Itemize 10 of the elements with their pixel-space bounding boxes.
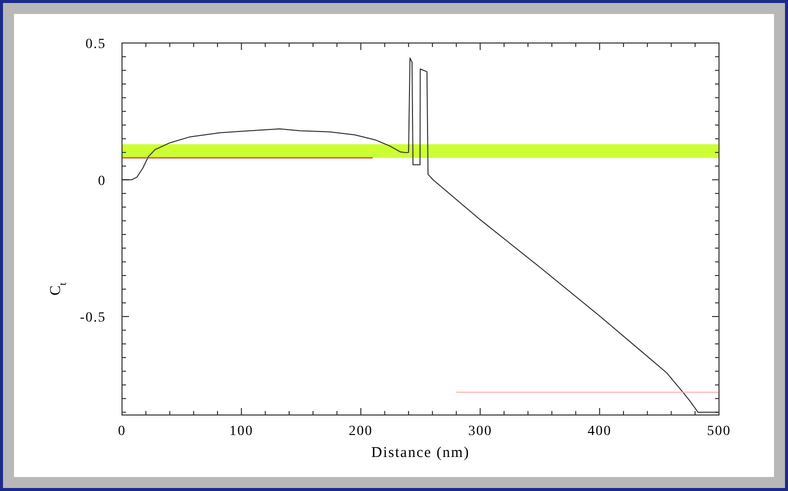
y-tick-label: 0 <box>98 174 106 189</box>
x-tick-label: 0 <box>118 424 126 439</box>
y-tick-label: 0.5 <box>86 37 106 52</box>
x-axis-title: Distance (nm) <box>371 445 470 461</box>
x-tick-label: 400 <box>588 424 612 439</box>
x-tick-label: 100 <box>229 424 254 439</box>
x-tick-label: 500 <box>707 424 731 439</box>
x-tick-label: 200 <box>348 424 373 439</box>
x-tick-label: 300 <box>468 424 492 439</box>
y-tick-label: -0.5 <box>80 310 106 326</box>
